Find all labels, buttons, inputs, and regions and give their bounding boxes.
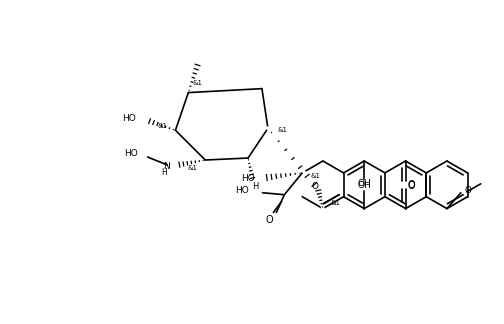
Text: O: O	[408, 180, 415, 190]
Text: &1: &1	[331, 200, 341, 206]
Text: HO: HO	[122, 114, 136, 123]
Text: &1: &1	[157, 123, 167, 129]
Text: &1: &1	[187, 165, 197, 171]
Text: &1: &1	[310, 173, 320, 179]
Text: OH: OH	[357, 181, 371, 190]
Text: O: O	[408, 181, 415, 191]
Text: O: O	[266, 215, 273, 226]
Text: N: N	[163, 162, 169, 171]
Text: &1: &1	[278, 127, 288, 133]
Text: HO: HO	[235, 186, 248, 195]
Text: O: O	[311, 182, 319, 191]
Text: &1: &1	[193, 80, 202, 86]
Text: HO: HO	[241, 174, 255, 183]
Text: OH: OH	[357, 179, 371, 188]
Text: H: H	[162, 168, 167, 178]
Text: H: H	[252, 182, 258, 191]
Text: O: O	[464, 186, 471, 195]
Text: HO: HO	[124, 149, 138, 157]
